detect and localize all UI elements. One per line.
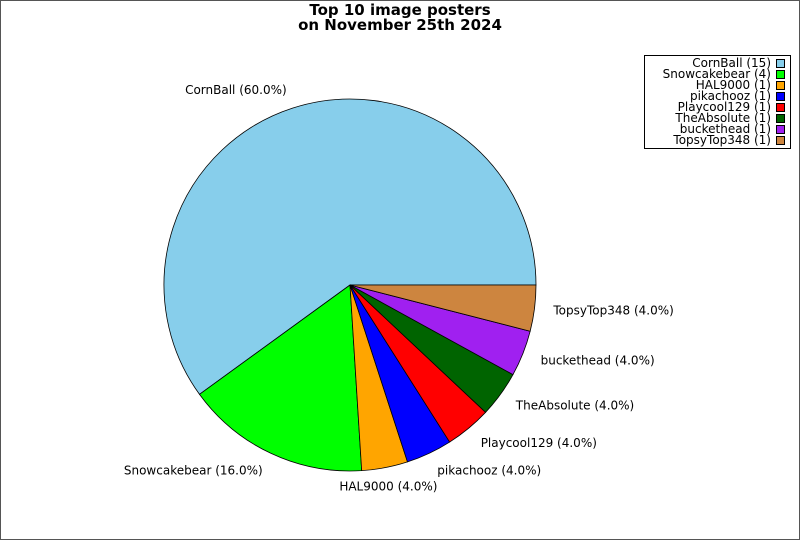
legend-label: TheAbsolute (1): [675, 111, 771, 125]
legend-item-theabsolute: TheAbsolute (1): [645, 111, 790, 125]
legend-item-buckethead: buckethead (1): [645, 122, 790, 136]
chart-title: Top 10 image posters on November 25th 20…: [0, 3, 800, 33]
legend-label: pikachooz (1): [689, 89, 771, 103]
legend-label: Snowcakebear (4): [662, 67, 771, 81]
pie-slice-snowcakebear: [198, 284, 363, 472]
legend-swatch: [776, 81, 785, 90]
legend-swatch: [776, 59, 785, 68]
legend-item-cornball: CornBall (15): [645, 56, 790, 70]
legend-label: TopsyTop348 (1): [673, 133, 771, 147]
legend: CornBall (15) Snowcakebear (4) HAL9000 (1)…: [644, 55, 791, 149]
legend-swatch: [776, 114, 785, 123]
pie-label-theabsolute: TheAbsolute (4.0%): [515, 399, 634, 413]
legend-item-snowcakebear: Snowcakebear (4): [645, 67, 790, 81]
legend-swatch: [776, 70, 785, 79]
legend-label: HAL9000 (1): [695, 78, 771, 92]
legend-swatch: [776, 92, 785, 101]
pie-label-pikachooz: pikachooz (4.0%): [437, 464, 541, 478]
pie-labels: CornBall (60.0%) Snowcakebear (16.0%) HAL9…: [124, 83, 674, 493]
legend-swatch: [776, 136, 785, 145]
pie-slices: [163, 98, 537, 472]
pie-label-playcool129: Playcool129 (4.0%): [481, 436, 597, 450]
pie-label-hal9000: HAL9000 (4.0%): [339, 479, 437, 493]
chart-title-line-2: on November 25th 2024: [298, 16, 502, 34]
pie-slice-topsytop348: [349, 284, 537, 332]
legend-item-playcool129: Playcool129 (1): [645, 100, 790, 114]
legend-item-pikachooz: pikachooz (1): [645, 89, 790, 103]
legend-label: CornBall (15): [692, 56, 771, 70]
legend-label: buckethead (1): [679, 122, 771, 136]
pie-label-buckethead: buckethead (4.0%): [541, 354, 655, 368]
legend-swatch: [776, 125, 785, 134]
legend-item-topsytop348: TopsyTop348 (1): [645, 133, 790, 147]
pie-slice-cornball: [163, 98, 537, 395]
legend-item-hal9000: HAL9000 (1): [645, 78, 790, 92]
legend-label: Playcool129 (1): [677, 100, 771, 114]
chart-title-line-1: Top 10 image posters: [309, 1, 491, 19]
pie-label-topsytop348: TopsyTop348 (4.0%): [552, 304, 673, 318]
pie-label-snowcakebear: Snowcakebear (16.0%): [124, 464, 263, 478]
pie-label-cornball: CornBall (60.0%): [185, 83, 287, 97]
legend-swatch: [776, 103, 785, 112]
